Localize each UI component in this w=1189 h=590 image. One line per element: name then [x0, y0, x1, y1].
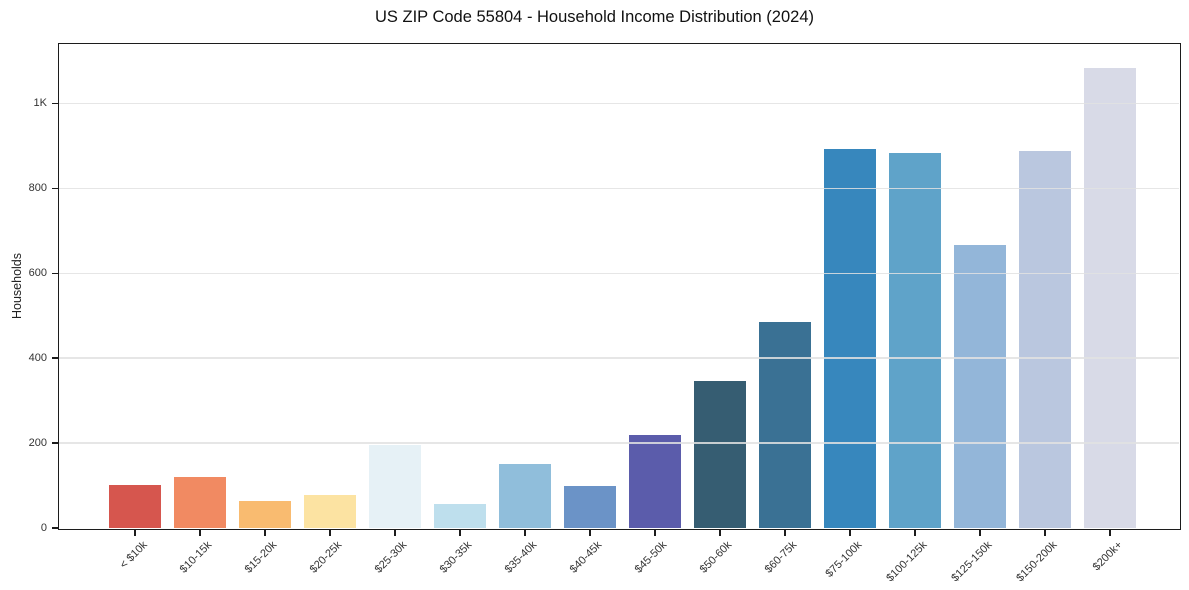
x-tick-$25-30k — [394, 529, 396, 536]
gridline-400 — [59, 357, 1179, 359]
bar-$125-150k — [954, 245, 1006, 528]
y-tick-800 — [51, 187, 58, 190]
x-tick-label-text: $150-200k — [1014, 539, 1060, 585]
x-tick-label-text: $40-45k — [567, 539, 605, 576]
x-tick-label-text: $45-50k — [632, 539, 670, 576]
x-tick-$45-50k — [654, 529, 656, 536]
x-tick-$15-20k — [264, 529, 266, 536]
bar-$75-100k — [824, 149, 876, 528]
bar-$60-75k — [759, 321, 811, 528]
gridline-800 — [59, 187, 1179, 190]
x-tick-label-text: < $10k — [117, 539, 150, 572]
x-tick-$100-125k — [914, 529, 916, 536]
y-tick-label-1K: 1K — [33, 97, 47, 110]
bar-$15-20k — [239, 501, 291, 528]
x-tick-label-text: $20-25k — [307, 539, 345, 576]
y-tick-label-400: 400 — [28, 352, 47, 365]
y-tick-600 — [51, 272, 58, 274]
x-tick-$50-60k — [719, 529, 721, 536]
x-tick-$150-200k — [1044, 529, 1046, 536]
y-tick-label-600: 600 — [28, 267, 47, 280]
bar-$200k+ — [1084, 68, 1136, 528]
x-tick-label-text: $30-35k — [437, 539, 475, 576]
plot-frame — [57, 42, 1181, 530]
bar-$150-200k — [1019, 150, 1071, 528]
bar-$100-125k — [889, 152, 941, 528]
x-tick-label-text: $75-100k — [823, 539, 865, 580]
x-tick-$75-100k — [849, 529, 851, 536]
x-tick-$60-75k — [784, 529, 786, 536]
x-tick-label-text: $15-20k — [242, 539, 280, 576]
y-tick-label-800: 800 — [28, 182, 47, 195]
x-tick-label-text: $10-15k — [177, 539, 215, 576]
x-tick-$10-15k — [199, 529, 201, 536]
y-tick-0 — [51, 527, 58, 529]
y-tick-400 — [51, 357, 58, 359]
bar-$30-35k — [434, 503, 486, 528]
bar-$35-40k — [499, 464, 551, 528]
x-tick-label-text: $100-125k — [884, 539, 930, 585]
y-tick-label-0: 0 — [40, 522, 47, 534]
gridline-1K — [59, 102, 1179, 105]
bar-$20-25k — [304, 495, 356, 528]
x-tick-label-text: $125-150k — [949, 539, 995, 585]
y-tick-200 — [51, 442, 58, 444]
x-tick-$30-35k — [459, 529, 461, 536]
x-tick-label-text: $200k+ — [1090, 539, 1125, 574]
y-tick-label-200: 200 — [28, 437, 47, 450]
bar-$40-45k — [564, 486, 616, 528]
y-axis-title: Households — [10, 252, 24, 320]
gridline-600 — [59, 272, 1179, 274]
y-tick-1K — [51, 102, 58, 105]
bar-$25-30k — [369, 445, 421, 528]
bar-$45-50k — [629, 434, 681, 528]
x-tick-$40-45k — [589, 529, 591, 536]
x-tick-$200k+ — [1109, 529, 1111, 536]
plot-area — [59, 44, 1179, 528]
x-tick-label-text: $35-40k — [502, 539, 540, 576]
x-tick-label-text: $25-30k — [372, 539, 410, 576]
bar-< $10k — [109, 484, 161, 528]
x-tick-< $10k — [134, 529, 136, 536]
x-tick-$20-25k — [329, 529, 331, 536]
x-tick-$35-40k — [524, 529, 526, 536]
bar-$50-60k — [694, 380, 746, 528]
x-tick-label-text: $60-75k — [762, 539, 800, 576]
x-tick-$125-150k — [979, 529, 981, 536]
x-tick-label-text: $50-60k — [697, 539, 735, 576]
gridline-200 — [59, 442, 1179, 444]
chart-title: US ZIP Code 55804 - Household Income Dis… — [374, 8, 814, 26]
bar-$10-15k — [174, 477, 226, 528]
